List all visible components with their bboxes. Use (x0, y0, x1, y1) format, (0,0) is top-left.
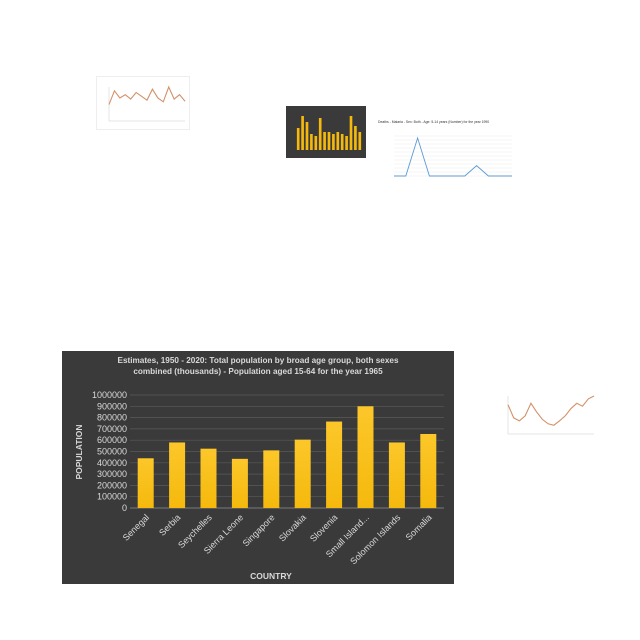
bar (420, 433, 437, 508)
y-tick-label: 900000 (97, 401, 127, 411)
thumb-2-bar (332, 134, 335, 150)
bar (388, 442, 405, 508)
thumb-1-series-line (108, 85, 186, 105)
y-axis-label: POPULATION (74, 424, 84, 479)
chart-title-line-2: combined (thousands) - Population aged 1… (133, 367, 383, 376)
y-tick-label: 600000 (97, 435, 127, 445)
thumb-2-bar (345, 136, 348, 150)
thumb-2-bar (296, 128, 300, 150)
y-tick-label: 500000 (97, 447, 127, 457)
bar (357, 406, 374, 508)
bar (231, 458, 248, 508)
chart-background (62, 351, 454, 584)
thumb-2-bar (349, 116, 353, 150)
thumbnail-malaria-chart[interactable]: Deaths - Malaria - Sex: Both - Age: 5-14… (374, 114, 518, 210)
thumb-5-series-line (507, 395, 595, 426)
y-tick-label: 800000 (97, 413, 127, 423)
thumb-2-bar (310, 134, 313, 150)
thumb-2-bar (358, 132, 362, 150)
main-chart[interactable]: Estimates, 1950 - 2020: Total population… (62, 351, 454, 584)
thumbnail-line-chart-1[interactable] (96, 76, 190, 130)
thumb-2-bar (327, 132, 331, 150)
x-axis-label: COUNTRY (250, 571, 292, 581)
thumbnail-5-svg (507, 395, 595, 435)
bar (137, 458, 154, 508)
bar (200, 448, 217, 508)
y-tick-label: 0 (122, 503, 127, 513)
bar (169, 442, 186, 508)
thumb-2-bar (354, 126, 357, 150)
y-tick-label: 200000 (97, 480, 127, 490)
bar (326, 421, 343, 508)
chart-title-line-1: Estimates, 1950 - 2020: Total population… (117, 356, 398, 365)
y-tick-label: 300000 (97, 469, 127, 479)
bar (263, 450, 280, 508)
bar (294, 439, 311, 508)
y-tick-label: 400000 (97, 458, 127, 468)
y-tick-label: 700000 (97, 424, 127, 434)
thumbnail-3-svg: Deaths - Malaria - Sex: Both - Age: 5-14… (378, 120, 512, 177)
y-tick-label: 1000000 (92, 390, 127, 400)
thumb-2-bar (336, 132, 340, 150)
thumb-2-bar (318, 118, 322, 150)
thumbnail-1-svg (108, 85, 186, 122)
thumbnail-3-title: Deaths - Malaria - Sex: Both - Age: 5-14… (378, 120, 489, 124)
thumbnail-2-svg (286, 106, 366, 158)
thumbnail-line-chart-2[interactable] (500, 384, 598, 454)
y-tick-label: 100000 (97, 492, 127, 502)
thumb-3-series-line (394, 136, 512, 177)
main-chart-svg: Estimates, 1950 - 2020: Total population… (62, 351, 454, 584)
thumb-2-bar (340, 134, 344, 150)
thumb-2-bar (301, 116, 304, 150)
thumb-2-bar (323, 132, 326, 150)
thumb-2-bar (314, 136, 318, 150)
thumb-2-bar (305, 122, 309, 150)
thumbnail-bar-chart[interactable] (286, 106, 366, 158)
